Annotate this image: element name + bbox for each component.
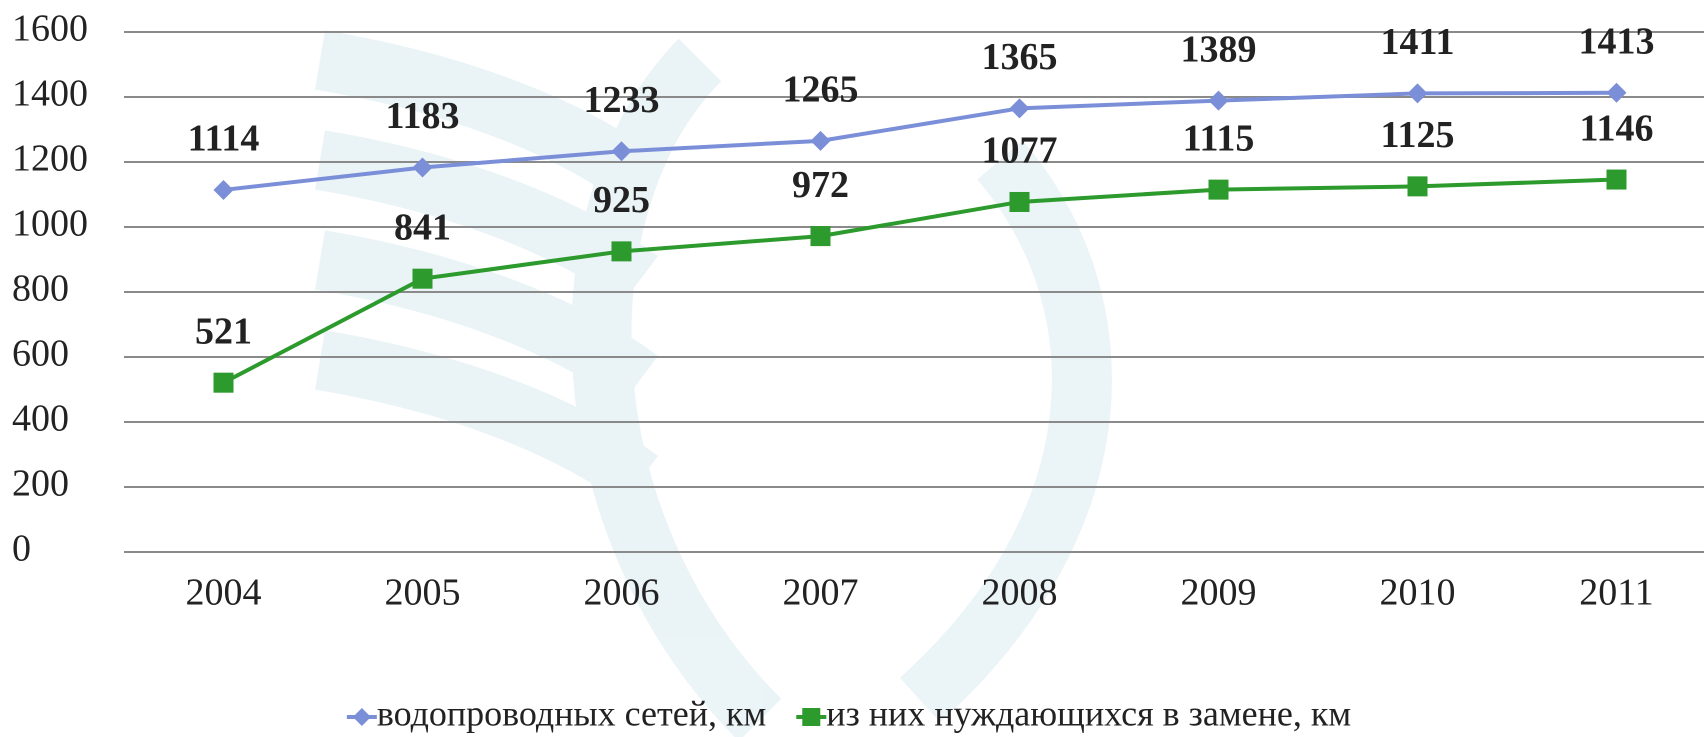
x-tick-label: 2004	[186, 572, 262, 614]
data-point	[1209, 91, 1229, 111]
y-tick-label: 0	[12, 528, 31, 570]
data-label: 1183	[386, 95, 460, 137]
data-point	[1010, 192, 1030, 212]
data-point	[612, 241, 632, 261]
data-label: 1125	[1381, 114, 1455, 156]
data-label: 1265	[783, 69, 859, 111]
y-tick-label: 200	[12, 463, 69, 505]
data-point	[1607, 83, 1627, 103]
legend: водопроводных сетей, км из них нуждающихс…	[347, 693, 1351, 733]
data-point	[1408, 83, 1428, 103]
x-tick-label: 2006	[584, 572, 660, 614]
data-label: 1233	[584, 79, 660, 121]
data-point	[811, 226, 831, 246]
chart: 0 200 400 600 800 1000 1200 1400 1600 2004 2005 200…	[0, 0, 1704, 737]
x-tick-label: 2005	[385, 572, 461, 614]
data-label: 1411	[1381, 21, 1455, 63]
y-tick-label: 800	[12, 268, 69, 310]
data-label: 1389	[1181, 28, 1257, 70]
data-label: 841	[394, 206, 451, 248]
y-tick-label: 1600	[12, 8, 88, 50]
data-label: 1413	[1579, 20, 1655, 62]
legend-label: из них нуждающихся в замене, км	[826, 693, 1351, 733]
y-tick-label: 1000	[12, 203, 88, 245]
y-tick-label: 600	[12, 333, 69, 375]
data-point	[1408, 176, 1428, 196]
x-tick-label: 2008	[982, 572, 1058, 614]
legend-label: водопроводных сетей, км	[377, 693, 766, 733]
data-point	[1209, 180, 1229, 200]
x-tick-label: 2009	[1181, 572, 1257, 614]
data-point	[214, 373, 234, 393]
x-tick-label: 2007	[783, 572, 859, 614]
data-point	[1607, 170, 1627, 190]
data-label: 521	[195, 310, 252, 352]
x-tick-label: 2011	[1579, 572, 1654, 614]
y-tick-label: 1200	[12, 138, 88, 180]
data-point	[413, 269, 433, 289]
data-label: 1365	[982, 36, 1058, 78]
y-tick-label: 400	[12, 398, 69, 440]
data-point	[1010, 98, 1030, 118]
x-tick-label: 2010	[1380, 572, 1456, 614]
y-tick-label: 1400	[12, 73, 88, 115]
data-label: 972	[792, 164, 849, 206]
data-label: 1146	[1580, 107, 1654, 149]
data-point	[214, 180, 234, 200]
data-label: 1115	[1183, 117, 1255, 159]
data-label: 1114	[188, 118, 260, 160]
watermark	[320, 60, 1082, 720]
data-label: 925	[593, 179, 650, 221]
data-point	[811, 131, 831, 151]
data-label: 1077	[982, 130, 1058, 172]
